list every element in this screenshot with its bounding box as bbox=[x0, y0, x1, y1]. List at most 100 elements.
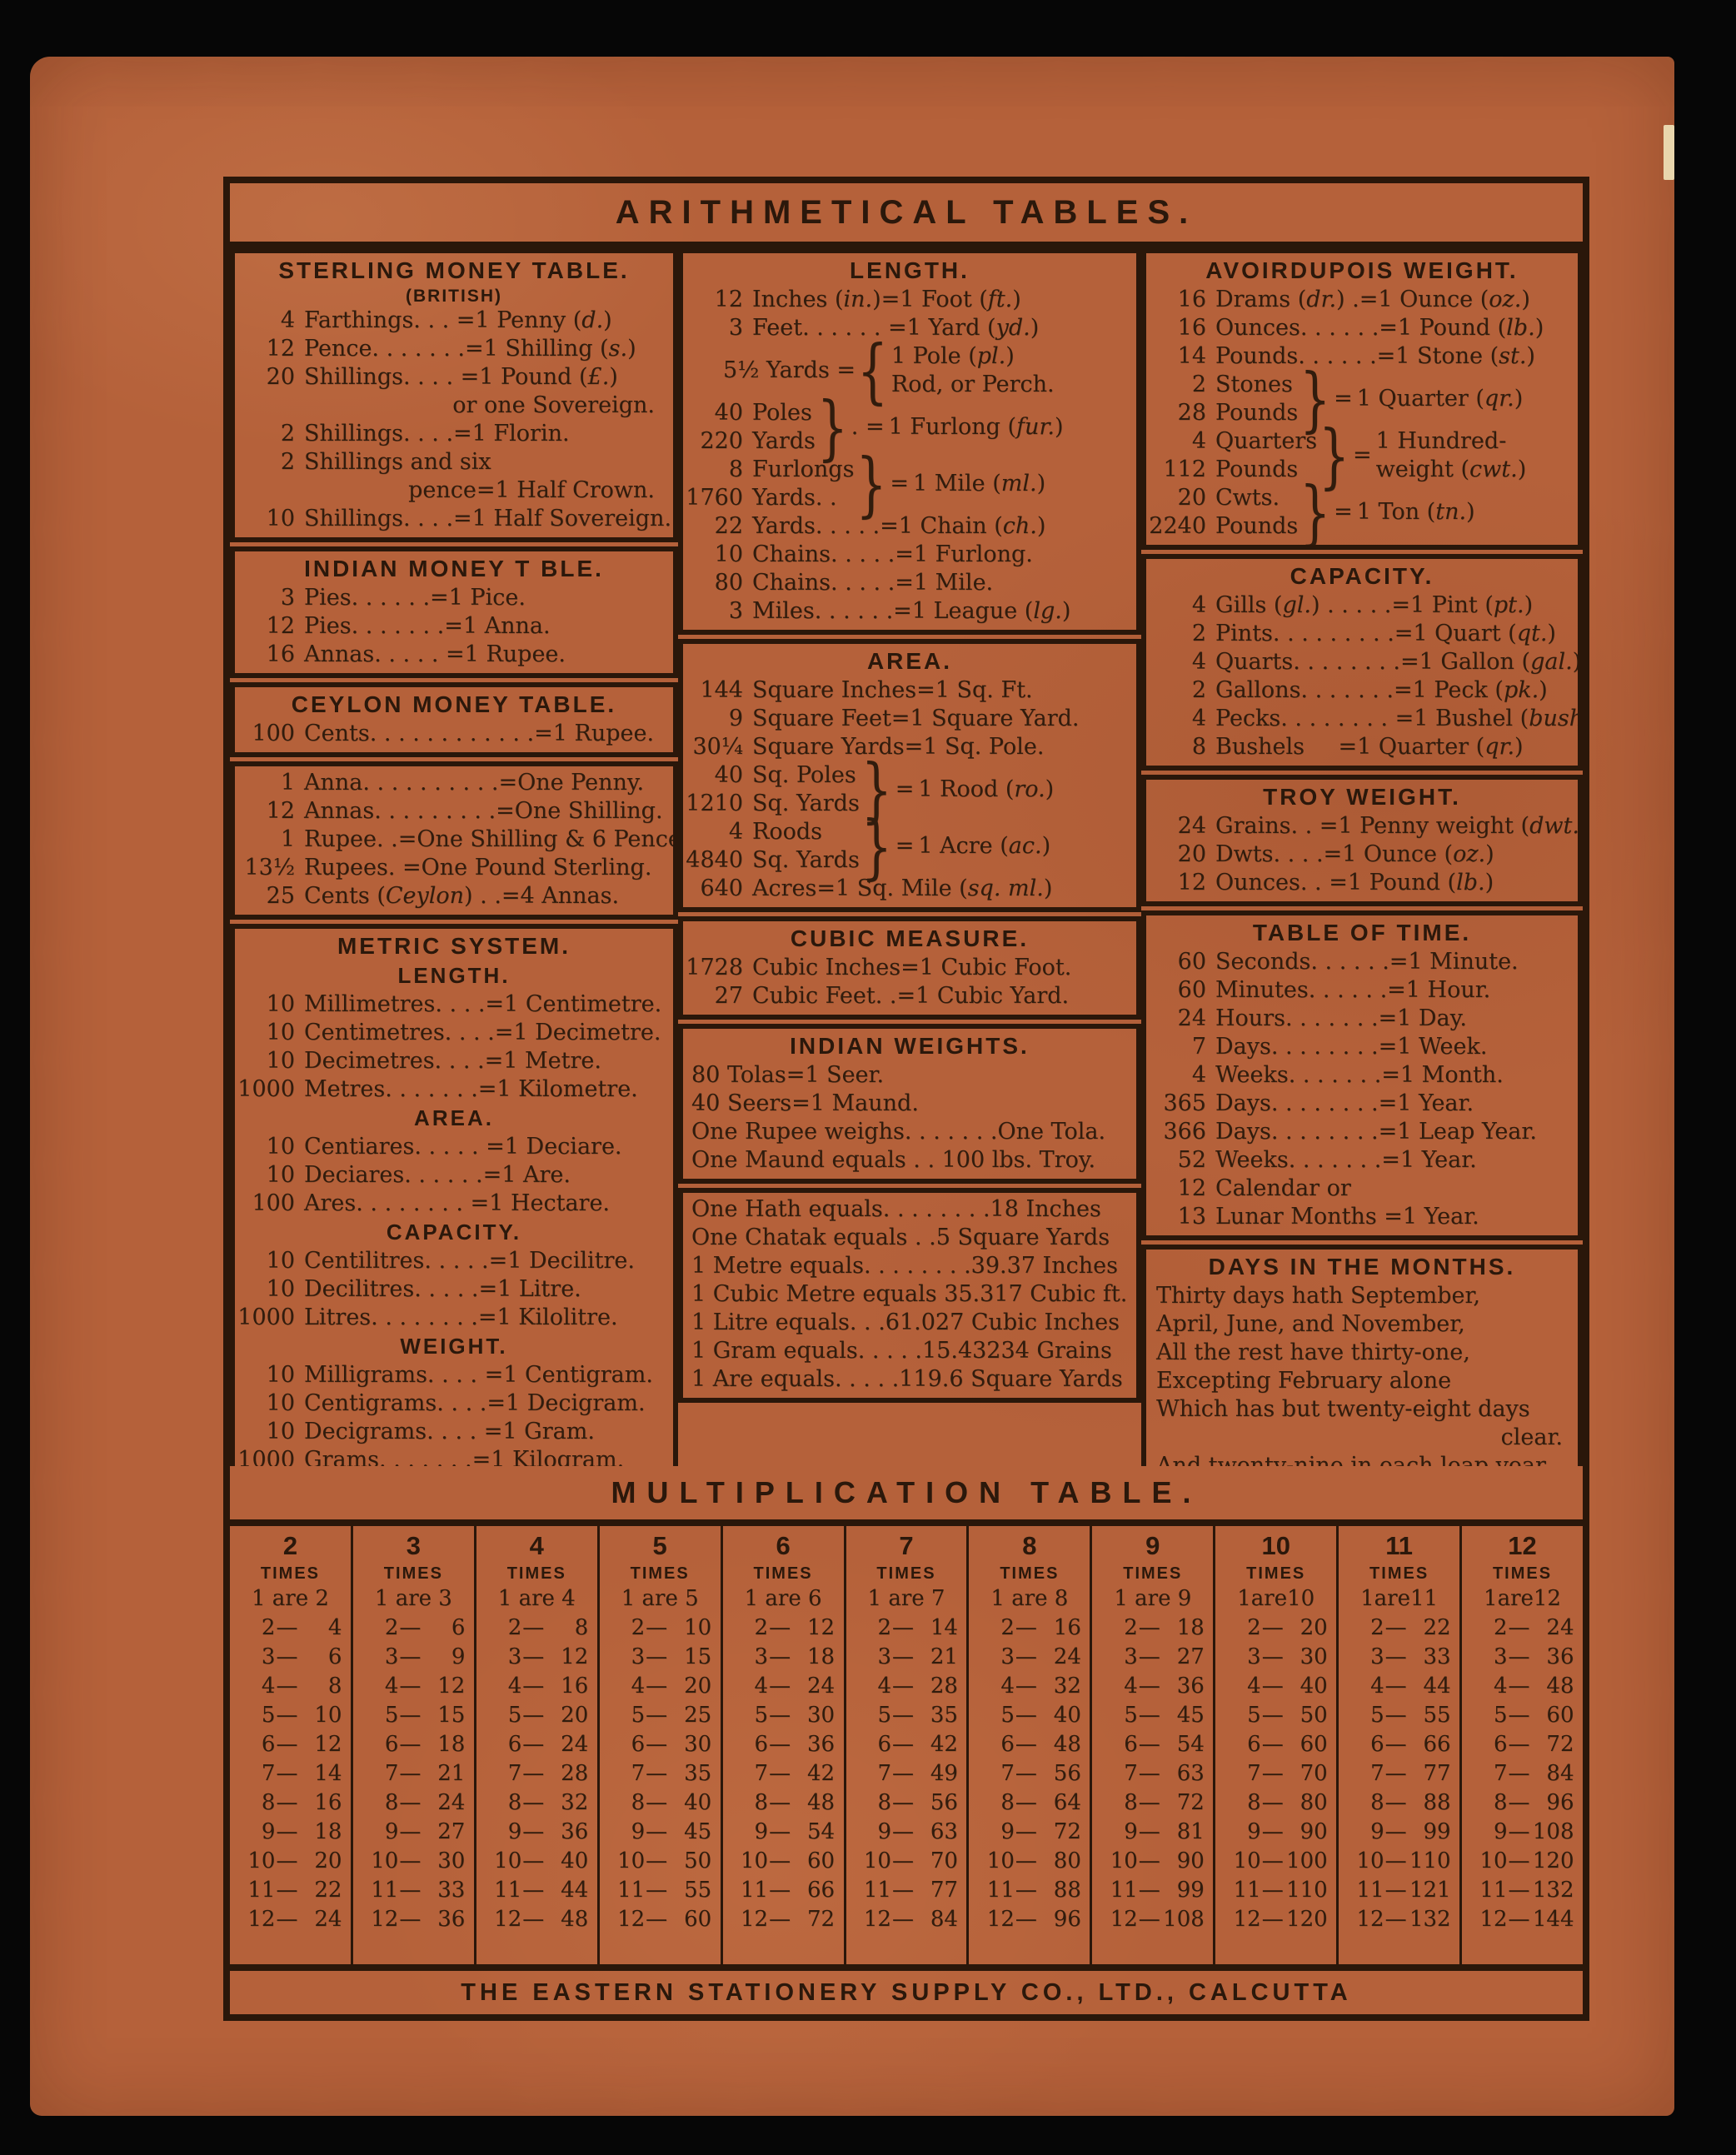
mult-multiplier: 12 bbox=[1110, 1907, 1138, 1932]
mult-multiplier: 3 bbox=[261, 1644, 276, 1669]
mult-product: 35 bbox=[684, 1761, 712, 1786]
row-text: weight (cwt.) bbox=[1375, 456, 1527, 482]
mult-row: 7— 70 bbox=[1215, 1759, 1336, 1788]
dash: — bbox=[1508, 1703, 1530, 1728]
mult-product: 28 bbox=[561, 1761, 589, 1786]
section-title: INDIAN WEIGHTS. bbox=[790, 1033, 1030, 1059]
mult-first-row: 1 are 9 bbox=[1114, 1586, 1192, 1611]
mult-multiplier: 12 bbox=[1356, 1907, 1384, 1932]
mult-product: 50 bbox=[684, 1848, 712, 1873]
equals-sign: = bbox=[1334, 386, 1353, 412]
table-row: 4 Quarters bbox=[1146, 427, 1317, 456]
brace-result-lines: 1 Hundred-weight (cwt.) bbox=[1376, 427, 1527, 484]
mult-column: 11 TIMES 1are11 2—22 3—33 4—44 5—55 6—66 7—77 8—8… bbox=[1339, 1526, 1463, 1964]
mult-multiplier: 2 bbox=[261, 1615, 276, 1640]
mult-multiplier: 7 bbox=[1247, 1761, 1261, 1786]
mult-product: 35 bbox=[930, 1703, 958, 1728]
row-number: 3 bbox=[728, 315, 743, 341]
mult-multiplier: 5 bbox=[1247, 1703, 1261, 1728]
mult-multiplier: 11 bbox=[371, 1878, 399, 1903]
row-text: 1 Mile (ml.) bbox=[912, 471, 1046, 496]
mult-row: 11— 22 bbox=[230, 1876, 351, 1905]
table-row: 10 Milligrams. . . . =1 Centigram. bbox=[235, 1361, 673, 1389]
mult-times-label: TIMES bbox=[506, 1564, 566, 1583]
mult-multiplier: 5 bbox=[261, 1703, 276, 1728]
mult-multiplier: 7 bbox=[507, 1761, 522, 1786]
mult-product: 30 bbox=[684, 1732, 712, 1757]
row-text: Centilitres. . . . .=1 Decilitre. bbox=[304, 1248, 635, 1274]
mult-multiplier: 11 bbox=[494, 1878, 522, 1903]
row-text: Shillings. . . . =1 Pound (£.) bbox=[304, 364, 618, 390]
row-text: Days. . . . . . . .=1 Leap Year. bbox=[1215, 1119, 1537, 1145]
mult-product: 10 bbox=[314, 1703, 342, 1728]
dash: — bbox=[522, 1878, 545, 1903]
mult-row: 6— 12 bbox=[230, 1730, 351, 1759]
brace-items: 20 Cwts. 2240 Pounds bbox=[1146, 484, 1298, 541]
dash: — bbox=[1015, 1615, 1037, 1640]
mult-product: 60 bbox=[1546, 1703, 1574, 1728]
mult-row: 9— 72 bbox=[969, 1818, 1090, 1847]
row-text: Sq. Yards bbox=[752, 791, 860, 816]
table-row: 10 Centimetres. . . .=1 Decimetre. bbox=[235, 1019, 673, 1047]
mult-multiplier: 9 bbox=[1247, 1819, 1261, 1844]
table-row: 16 Annas. . . . . =1 Rupee. bbox=[235, 641, 673, 669]
dash: — bbox=[276, 1615, 298, 1640]
tables-columns: STERLING MONEY TABLE. (BRITISH) 4 Farthings… bbox=[230, 248, 1583, 1466]
row-number: 40 bbox=[714, 400, 743, 426]
dash: — bbox=[1508, 1615, 1530, 1640]
dash: — bbox=[1138, 1644, 1160, 1669]
mult-multiplier: 9 bbox=[1124, 1819, 1138, 1844]
mult-multiplier: 10 bbox=[863, 1848, 891, 1873]
row-number: 1760 bbox=[686, 485, 743, 511]
mult-times-label: TIMES bbox=[383, 1564, 443, 1583]
mult-product: 121 bbox=[1409, 1878, 1451, 1903]
table-row: 10 Decigrams. . . . =1 Gram. bbox=[235, 1418, 673, 1446]
brace-group: 2 Stones 28 Pounds} = 1 Quarter (qr.) bbox=[1146, 364, 1578, 434]
mult-product: 22 bbox=[314, 1878, 342, 1903]
row-text: Shillings and six bbox=[304, 449, 491, 475]
table-row: 4 Weeks. . . . . . .=1 Month. bbox=[1146, 1061, 1578, 1090]
mult-row: 12—132 bbox=[1339, 1905, 1459, 1934]
dash: — bbox=[1015, 1761, 1037, 1786]
row-number: 20 bbox=[1177, 841, 1206, 867]
table-row: 1210 Sq. Yards bbox=[683, 790, 860, 818]
brace-items: 40 Poles 220 Yards bbox=[683, 399, 815, 456]
row-number: 220 bbox=[700, 428, 743, 454]
mult-row: 5— 40 bbox=[969, 1701, 1090, 1730]
mult-row: 5— 25 bbox=[600, 1701, 721, 1730]
section-title: TROY WEIGHT. bbox=[1263, 784, 1461, 810]
dash: — bbox=[891, 1732, 914, 1757]
table-row: 25 Cents (Ceylon) . .=4 Annas. bbox=[235, 882, 673, 910]
table-row: One Maund equals . . 100 lbs. Troy. bbox=[691, 1147, 1096, 1173]
mult-multiplier: 10 bbox=[1110, 1848, 1138, 1873]
row-text: Deciares. . . . . .=1 Are. bbox=[304, 1162, 571, 1188]
table-row: 28 Pounds bbox=[1146, 399, 1299, 427]
mult-multiplier: 8 bbox=[1000, 1790, 1015, 1815]
mult-multiplier: 12 bbox=[494, 1907, 522, 1932]
mult-multiplier: 8 bbox=[1370, 1790, 1384, 1815]
mult-row: 12—108 bbox=[1092, 1905, 1213, 1934]
dash: — bbox=[399, 1732, 422, 1757]
mult-product: 42 bbox=[806, 1761, 836, 1786]
mult-product: 48 bbox=[561, 1907, 589, 1932]
mult-product: 44 bbox=[1423, 1674, 1451, 1699]
mult-row: 5— 35 bbox=[846, 1701, 967, 1730]
mult-product: 21 bbox=[437, 1761, 466, 1786]
mult-multiplier: 6 bbox=[1370, 1732, 1384, 1757]
mult-multiplier: 2 bbox=[631, 1615, 646, 1640]
mult-product: 60 bbox=[1300, 1732, 1328, 1757]
table-section: One Hath equals. . . . . . . .18 Inches O… bbox=[678, 1188, 1141, 1403]
mult-column-header: 11 bbox=[1385, 1531, 1413, 1560]
dash: — bbox=[1384, 1703, 1407, 1728]
dash: — bbox=[399, 1674, 422, 1699]
dash: — bbox=[522, 1848, 545, 1873]
row-number: 10 bbox=[266, 1248, 295, 1274]
mult-row: 12— 84 bbox=[846, 1905, 967, 1934]
table-row: 12 Inches (in.)=1 Foot (ft.) bbox=[683, 286, 1136, 314]
arithmetical-tables-frame: ARITHMETICAL TABLES. STERLING MONEY TABL… bbox=[223, 177, 1589, 2021]
dash: — bbox=[399, 1761, 422, 1786]
mult-row: 9— 99 bbox=[1339, 1818, 1459, 1847]
mult-multiplier: 5 bbox=[631, 1703, 646, 1728]
dash: — bbox=[1261, 1703, 1284, 1728]
table-row: 10 Decilitres. . . . .=1 Litre. bbox=[235, 1275, 673, 1304]
